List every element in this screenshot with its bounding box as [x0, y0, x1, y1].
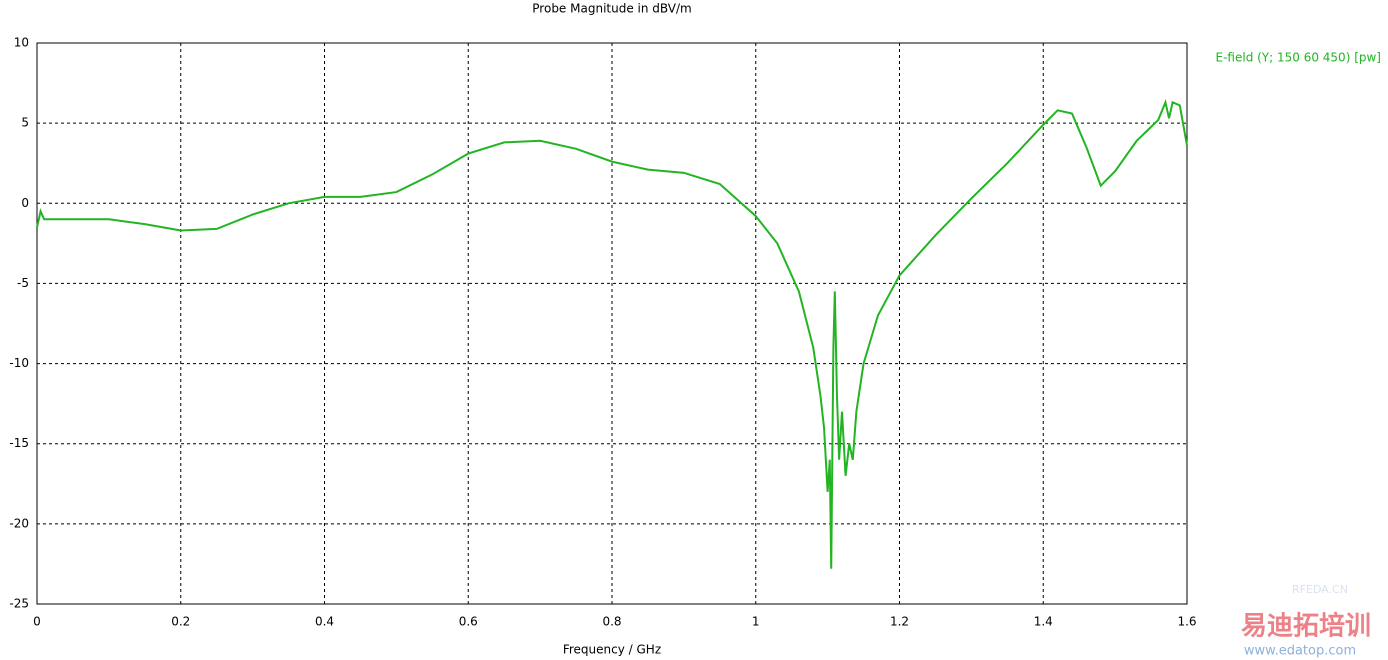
x-axis-label: Frequency / GHz	[563, 643, 661, 657]
x-tick-label: 1.6	[1177, 615, 1196, 629]
watermark: RFEDA.CN	[1292, 583, 1348, 596]
y-tick-label: 10	[14, 36, 29, 50]
x-tick-label: 0	[33, 615, 41, 629]
y-tick-label: -10	[9, 356, 29, 370]
y-tick-label: 0	[21, 196, 29, 210]
watermark: www.edatop.com	[1244, 644, 1356, 659]
x-tick-label: 0.6	[459, 615, 478, 629]
plot-frame	[36, 42, 1188, 605]
y-tick-label: -20	[9, 516, 29, 530]
chart-title: Probe Magnitude in dBV/m	[532, 2, 691, 16]
x-tick-label: 0.8	[602, 615, 621, 629]
y-tick-label: -15	[9, 436, 29, 450]
y-tick-label: -5	[17, 276, 29, 290]
x-tick-label: 0.2	[171, 615, 190, 629]
watermark: 易迪拓培训	[1241, 612, 1371, 642]
data-line	[36, 98, 1188, 569]
x-tick-label: 1.4	[1034, 615, 1053, 629]
y-tick-label: 5	[21, 116, 29, 130]
legend-entry: E-field (Y; 150 60 450) [pw]	[1216, 51, 1382, 65]
y-tick-label: -25	[9, 597, 29, 611]
x-tick-label: 1.2	[890, 615, 909, 629]
x-tick-label: 0.4	[315, 615, 334, 629]
x-tick-label: 1	[752, 615, 760, 629]
